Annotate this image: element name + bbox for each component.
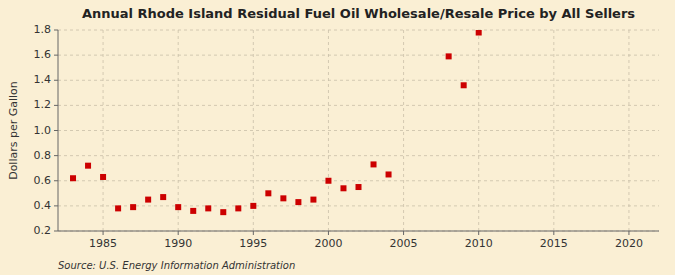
chart: 0.2 0.4 0.6 0.8 1.0 1.2 1.4 1.6 1.8 1985 1990 1995 2… — [0, 0, 675, 275]
point — [145, 197, 151, 203]
grid-line — [58, 180, 659, 181]
point — [265, 190, 271, 196]
grid-line — [58, 130, 659, 131]
point — [115, 205, 121, 211]
grid-line — [403, 30, 404, 231]
tick-mark — [54, 231, 58, 232]
chart-container: 0.2 0.4 0.6 0.8 1.0 1.2 1.4 1.6 1.8 1985 1990 1995 2… — [0, 0, 675, 275]
grid-line — [58, 205, 659, 206]
tick-label: 2000 — [314, 237, 342, 250]
point — [295, 199, 301, 205]
grid-line — [478, 30, 479, 231]
tick-mark — [553, 231, 554, 235]
grid-line — [628, 30, 629, 231]
grid-line — [58, 80, 659, 81]
tick-label: 1995 — [239, 237, 267, 250]
point — [476, 30, 482, 36]
tick-label: 2015 — [540, 237, 568, 250]
point — [160, 194, 166, 200]
tick-label: 2005 — [390, 237, 418, 250]
grid-line — [103, 30, 104, 231]
grid-line — [58, 30, 659, 31]
point — [70, 175, 76, 181]
point — [371, 161, 377, 167]
tick-mark — [628, 231, 629, 235]
tick-mark — [403, 231, 404, 235]
point — [310, 197, 316, 203]
point — [250, 203, 256, 209]
tick-mark — [54, 80, 58, 81]
y-axis-label: Dollars per Gallon — [7, 81, 20, 180]
grid-line — [253, 30, 254, 231]
grid-line — [553, 30, 554, 231]
point — [340, 185, 346, 191]
tick-label: 1990 — [164, 237, 192, 250]
grid-line — [58, 231, 659, 232]
tick-mark — [178, 231, 179, 235]
point — [85, 163, 91, 169]
axes: 0.2 0.4 0.6 0.8 1.0 1.2 1.4 1.6 1.8 1985 1990 1995 2… — [34, 23, 660, 250]
tick-label: 2020 — [615, 237, 643, 250]
tick-mark — [253, 231, 254, 235]
grid — [58, 30, 659, 231]
point — [220, 209, 226, 215]
point — [325, 178, 331, 184]
grid-line — [328, 30, 329, 231]
point — [205, 205, 211, 211]
point — [461, 82, 467, 88]
tick-label: 0.2 — [34, 224, 52, 237]
point — [280, 195, 286, 201]
tick-mark — [103, 231, 104, 235]
grid-line — [58, 105, 659, 106]
tick-mark — [328, 231, 329, 235]
grid-line — [58, 155, 659, 156]
grid-line — [58, 55, 659, 56]
tick-label: 0.4 — [34, 199, 52, 212]
tick-label: 1.4 — [34, 73, 52, 86]
point — [235, 205, 241, 211]
tick-mark — [54, 105, 58, 106]
tick-mark — [54, 155, 58, 156]
point — [356, 184, 362, 190]
points — [70, 30, 482, 215]
point — [446, 53, 452, 59]
source-note: Source: U.S. Energy Information Administ… — [58, 260, 295, 271]
tick-label: 1.0 — [34, 124, 52, 137]
tick-mark — [54, 130, 58, 131]
tick-label: 1.6 — [34, 48, 52, 61]
tick-mark — [54, 205, 58, 206]
point — [190, 208, 196, 214]
x-axis-line — [58, 231, 659, 232]
tick-label: 1.2 — [34, 98, 52, 111]
point — [175, 204, 181, 210]
point — [100, 174, 106, 180]
tick-mark — [54, 180, 58, 181]
y-axis-line — [58, 30, 59, 231]
point — [386, 171, 392, 177]
tick-mark — [478, 231, 479, 235]
tick-label: 1.8 — [34, 23, 52, 36]
tick-label: 1985 — [89, 237, 117, 250]
tick-mark — [54, 30, 58, 31]
title: Annual Rhode Island Residual Fuel Oil Wh… — [82, 6, 635, 21]
tick-label: 0.8 — [34, 149, 52, 162]
tick-label: 2010 — [465, 237, 493, 250]
tick-mark — [54, 55, 58, 56]
grid-line — [178, 30, 179, 231]
point — [130, 204, 136, 210]
tick-label: 0.6 — [34, 174, 52, 187]
